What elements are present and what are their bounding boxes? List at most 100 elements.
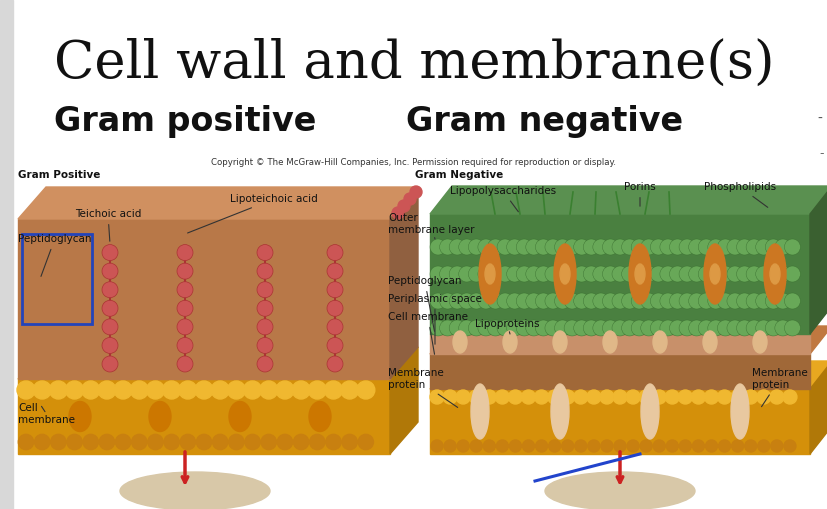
Circle shape <box>783 440 795 452</box>
Circle shape <box>726 239 742 255</box>
Circle shape <box>177 300 193 316</box>
Circle shape <box>256 281 273 298</box>
Circle shape <box>678 293 694 309</box>
Circle shape <box>630 320 647 336</box>
Circle shape <box>774 293 790 309</box>
Circle shape <box>691 390 705 404</box>
Circle shape <box>429 390 443 404</box>
Circle shape <box>356 381 375 399</box>
Text: Outer
membrane layer: Outer membrane layer <box>388 213 474 239</box>
Circle shape <box>659 266 675 282</box>
Circle shape <box>496 293 513 309</box>
Circle shape <box>774 266 790 282</box>
Bar <box>429 354 809 389</box>
Circle shape <box>342 434 357 449</box>
Text: Cell wall and membrane(s): Cell wall and membrane(s) <box>54 38 773 89</box>
Circle shape <box>495 390 509 404</box>
Circle shape <box>442 390 457 404</box>
Circle shape <box>745 239 761 255</box>
Circle shape <box>429 320 446 336</box>
Ellipse shape <box>769 264 779 284</box>
Circle shape <box>65 381 84 399</box>
Circle shape <box>495 440 508 452</box>
Circle shape <box>102 244 118 261</box>
Circle shape <box>573 293 589 309</box>
Circle shape <box>327 281 342 298</box>
Bar <box>0 0 13 509</box>
Circle shape <box>457 440 469 452</box>
Circle shape <box>114 381 132 399</box>
Circle shape <box>563 320 580 336</box>
Circle shape <box>736 266 752 282</box>
Circle shape <box>327 319 342 335</box>
Circle shape <box>439 293 455 309</box>
Circle shape <box>630 293 647 309</box>
Text: Lipopolysaccharides: Lipopolysaccharides <box>449 186 556 212</box>
Ellipse shape <box>763 244 785 304</box>
Circle shape <box>102 300 118 316</box>
Circle shape <box>293 434 308 449</box>
Ellipse shape <box>552 331 566 353</box>
Polygon shape <box>429 361 827 389</box>
Circle shape <box>468 266 484 282</box>
Circle shape <box>164 434 179 449</box>
Circle shape <box>102 281 118 298</box>
Circle shape <box>448 239 465 255</box>
Circle shape <box>506 266 522 282</box>
Polygon shape <box>390 347 418 454</box>
Circle shape <box>213 434 227 449</box>
Circle shape <box>611 239 627 255</box>
Ellipse shape <box>634 264 644 284</box>
Ellipse shape <box>69 402 91 432</box>
Circle shape <box>544 320 560 336</box>
Circle shape <box>745 266 761 282</box>
Circle shape <box>649 239 666 255</box>
Circle shape <box>515 320 532 336</box>
Circle shape <box>521 390 535 404</box>
Circle shape <box>573 266 589 282</box>
Text: Cell
membrane: Cell membrane <box>18 403 75 425</box>
Ellipse shape <box>640 384 658 439</box>
Circle shape <box>17 381 35 399</box>
Circle shape <box>508 390 522 404</box>
Circle shape <box>783 293 800 309</box>
Circle shape <box>50 434 66 449</box>
Ellipse shape <box>629 244 650 304</box>
Circle shape <box>782 390 796 404</box>
Text: Lipoteichoic acid: Lipoteichoic acid <box>188 194 318 233</box>
Circle shape <box>586 390 600 404</box>
Text: Periplasmic space: Periplasmic space <box>388 294 481 344</box>
Circle shape <box>716 320 733 336</box>
Text: Cell membrane: Cell membrane <box>388 312 467 354</box>
Circle shape <box>653 440 664 452</box>
Circle shape <box>256 300 273 316</box>
Circle shape <box>340 381 358 399</box>
Circle shape <box>669 266 685 282</box>
Circle shape <box>506 239 522 255</box>
Circle shape <box>98 381 116 399</box>
Circle shape <box>755 293 771 309</box>
Ellipse shape <box>149 402 171 432</box>
Circle shape <box>256 356 273 372</box>
Ellipse shape <box>550 384 568 439</box>
Ellipse shape <box>120 472 270 509</box>
Circle shape <box>327 244 342 261</box>
Circle shape <box>535 440 547 452</box>
Circle shape <box>309 434 324 449</box>
Circle shape <box>688 239 704 255</box>
Circle shape <box>554 320 570 336</box>
Circle shape <box>621 239 637 255</box>
Circle shape <box>726 266 742 282</box>
Circle shape <box>148 434 163 449</box>
Circle shape <box>256 263 273 279</box>
Circle shape <box>525 266 541 282</box>
Circle shape <box>554 293 570 309</box>
Circle shape <box>448 320 465 336</box>
Polygon shape <box>809 186 827 334</box>
Circle shape <box>496 266 513 282</box>
Circle shape <box>587 440 599 452</box>
Circle shape <box>574 440 586 452</box>
Circle shape <box>602 293 618 309</box>
Circle shape <box>327 300 342 316</box>
Circle shape <box>115 434 131 449</box>
